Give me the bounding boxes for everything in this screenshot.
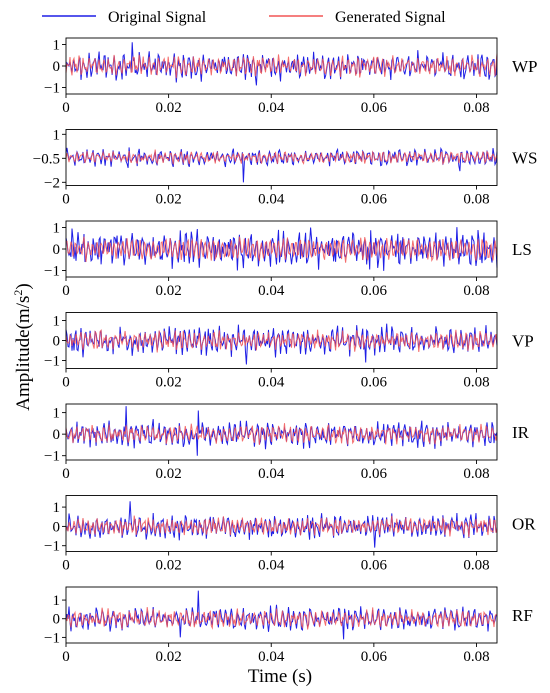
- plot-frame: [65, 495, 498, 552]
- x-tick-label: 0.08: [463, 558, 489, 574]
- x-tick-label: 0.02: [155, 283, 181, 299]
- x-tick-label: 0.02: [155, 558, 181, 574]
- panel-label: LS: [512, 240, 532, 259]
- x-tick-label: 0: [62, 100, 70, 116]
- y-tick-label: 0: [53, 427, 61, 443]
- x-tick-label: 0.06: [361, 283, 388, 299]
- y-tick-label: −1: [44, 354, 60, 370]
- x-tick-label: 0.02: [155, 375, 181, 391]
- panel-label: RF: [512, 606, 533, 625]
- x-tick-label: 0.08: [463, 192, 489, 208]
- y-tick-label: −0.5: [33, 151, 60, 167]
- panel-label: OR: [512, 515, 536, 534]
- plot-frame: [65, 586, 498, 644]
- series-generated-wp: [65, 53, 498, 79]
- y-tick-label: −1: [44, 539, 60, 555]
- panel-ws: 0 0.02 0.04 0.06 0.08 1 −0.5 −2 WS: [33, 127, 538, 207]
- x-tick-label: 0.06: [361, 192, 388, 208]
- series-generated-or: [65, 515, 498, 538]
- y-tick-label: 1: [53, 500, 61, 516]
- x-tick-label: 0.04: [258, 375, 285, 391]
- x-tick-label: 0.02: [155, 100, 181, 116]
- x-tick-label: 0.04: [258, 466, 285, 482]
- y-tick-label: −1: [44, 264, 60, 280]
- y-tick-label: −1: [44, 630, 60, 646]
- x-tick-label: 0.06: [361, 649, 388, 665]
- x-tick-label: 0.04: [258, 558, 285, 574]
- y-tick-label: 1: [53, 593, 61, 609]
- x-tick-label: 0.04: [258, 192, 285, 208]
- y-tick-label: 1: [53, 314, 61, 330]
- y-tick-label: 1: [53, 37, 61, 53]
- plot-frame: [65, 129, 498, 186]
- series-generated-ls: [65, 236, 498, 263]
- series-generated-ir: [65, 423, 498, 445]
- y-tick-label: −1: [44, 449, 60, 465]
- x-tick-label: 0.06: [361, 558, 388, 574]
- x-tick-label: 0.02: [155, 649, 181, 665]
- y-tick-label: 0: [53, 519, 61, 535]
- y-tick-label: 1: [53, 220, 61, 236]
- series-generated-vp: [65, 329, 498, 353]
- y-axis-label-main: Amplitude(m/s: [13, 296, 34, 411]
- x-tick-label: 0: [62, 375, 70, 391]
- series-original-ws: [65, 146, 498, 183]
- legend-label-generated: Generated Signal: [335, 9, 446, 26]
- x-tick-label: 0: [62, 466, 70, 482]
- x-tick-label: 0.04: [258, 283, 285, 299]
- legend-label-original: Original Signal: [108, 9, 207, 26]
- x-tick-label: 0.06: [361, 466, 388, 482]
- x-tick-label: 0: [62, 649, 70, 665]
- y-tick-label: 0: [53, 242, 61, 258]
- x-tick-label: 0.08: [463, 375, 489, 391]
- x-tick-label: 0: [62, 558, 70, 574]
- x-axis-label: Time (s): [248, 666, 312, 687]
- x-tick-label: 0: [62, 192, 70, 208]
- series-generated-ws: [65, 149, 498, 166]
- x-tick-label: 0: [62, 283, 70, 299]
- x-tick-label: 0.04: [258, 100, 285, 116]
- x-tick-label: 0.08: [463, 283, 489, 299]
- x-tick-label: 0.06: [361, 100, 388, 116]
- series-generated-rf: [65, 607, 498, 630]
- y-axis-label: Amplitude(m/s2): [11, 283, 34, 410]
- y-tick-label: 0: [53, 612, 61, 628]
- y-tick-label: −1: [44, 81, 60, 97]
- legend: Original Signal Generated Signal: [42, 9, 446, 26]
- series-original-ir: [65, 406, 498, 456]
- panel-label: WS: [512, 149, 538, 168]
- x-tick-label: 0.08: [463, 100, 489, 116]
- y-axis-label-unit-exponent: 2: [11, 290, 25, 296]
- x-tick-label: 0.02: [155, 466, 181, 482]
- panel-label: IR: [512, 423, 530, 442]
- y-tick-label: 0: [53, 334, 61, 350]
- y-tick-label: 1: [53, 406, 61, 422]
- y-tick-label: −2: [44, 175, 60, 191]
- series-original-ls: [65, 227, 498, 271]
- y-tick-label: 0: [53, 59, 61, 75]
- plot-frame: [65, 403, 498, 461]
- y-tick-label: 1: [53, 127, 61, 143]
- x-tick-label: 0.02: [155, 192, 181, 208]
- panel-label: WP: [512, 57, 538, 76]
- x-tick-label: 0.04: [258, 649, 285, 665]
- y-axis-label-close: ): [13, 283, 34, 289]
- panel-label: VP: [512, 332, 534, 351]
- x-tick-label: 0.08: [463, 466, 489, 482]
- x-tick-label: 0.06: [361, 375, 388, 391]
- x-tick-label: 0.08: [463, 649, 489, 665]
